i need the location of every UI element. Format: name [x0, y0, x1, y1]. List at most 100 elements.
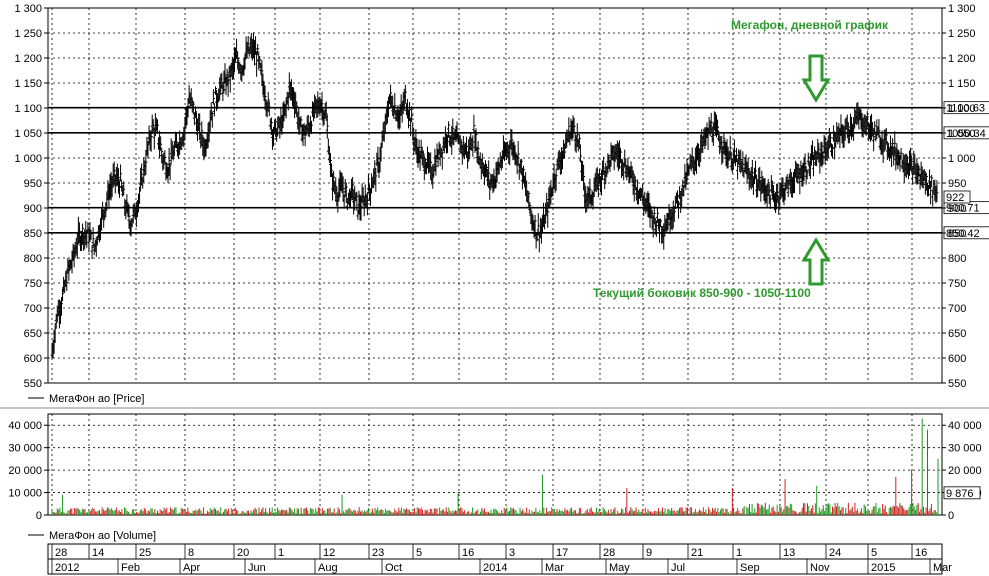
level-label: 850.42	[946, 228, 980, 240]
price-legend-label: МегаФон ао [Price]	[49, 393, 144, 405]
date-day-label: 8	[188, 547, 194, 559]
range-annotation: Текущий боковик 850-900 - 1050-1100	[593, 286, 811, 300]
price-tick-label-left: 900	[24, 203, 42, 215]
volume-tick-label-left: 30 000	[8, 443, 42, 455]
price-tick-label-right: 700	[948, 303, 966, 315]
date-day-label: 5	[416, 547, 422, 559]
price-tick-label-left: 1 100	[14, 103, 42, 115]
date-day-label: 17	[556, 547, 568, 559]
date-day-label: 21	[691, 547, 703, 559]
price-tick-label-right: 650	[948, 328, 966, 340]
price-tick-label-right: 1 050	[948, 128, 976, 140]
date-day-label: 28	[603, 547, 615, 559]
date-day-label: 1	[736, 547, 742, 559]
price-tick-label-right: 900	[948, 203, 966, 215]
price-tick-label-right: 1 250	[948, 28, 976, 40]
volume-tick-label-right: 20 000	[948, 465, 982, 477]
date-month-label: Nov	[810, 562, 830, 574]
volume-tick-label-left: 20 000	[8, 465, 42, 477]
volume-tick-label-left: 40 000	[8, 420, 42, 432]
last-price-box	[943, 190, 971, 204]
last-volume-box	[943, 486, 981, 500]
price-tick-label-left: 1 050	[14, 128, 42, 140]
date-day-label: 5	[871, 547, 877, 559]
volume-bars	[51, 418, 939, 515]
level-label: 1050.34	[946, 128, 986, 140]
price-tick-label-left: 550	[24, 378, 42, 390]
level-label: 900.71	[946, 203, 980, 215]
date-month-label: Jul	[671, 562, 685, 574]
down-arrow-icon	[801, 54, 831, 103]
date-day-label: 1	[278, 547, 284, 559]
price-tick-label-right: 550	[948, 378, 966, 390]
date-day-label: 13	[783, 547, 795, 559]
price-tick-label-right: 1 200	[948, 53, 976, 65]
date-day-label: 23	[372, 547, 384, 559]
up-arrow-icon	[801, 237, 831, 286]
date-month-label: 2015	[871, 562, 895, 574]
price-tick-label-right: 850	[948, 228, 966, 240]
date-day-label: 16	[915, 547, 927, 559]
date-day-label: 3	[509, 547, 515, 559]
date-day-label: 24	[829, 547, 841, 559]
price-tick-label-left: 600	[24, 353, 42, 365]
price-tick-label-right: 1 300	[948, 3, 976, 15]
date-month-label: 2012	[55, 562, 79, 574]
volume-tick-label-right: 30 000	[948, 443, 982, 455]
date-month-label: Sep	[740, 562, 760, 574]
price-series	[50, 32, 939, 359]
price-tick-label-left: 650	[24, 328, 42, 340]
date-month-label: Mar	[545, 562, 564, 574]
volume-grid	[48, 414, 942, 515]
price-tick-label-left: 750	[24, 278, 42, 290]
date-month-label: Jun	[248, 562, 266, 574]
price-tick-label-left: 1 200	[14, 53, 42, 65]
volume-tick-label-left: 0	[36, 510, 42, 522]
price-tick-label-right: 950	[948, 178, 966, 190]
date-month-label: Mar	[933, 562, 952, 574]
price-tick-label-left: 1 250	[14, 28, 42, 40]
last-volume-label: 9 876	[946, 488, 974, 500]
price-tick-label-right: 600	[948, 353, 966, 365]
date-month-label: Apr	[183, 562, 200, 574]
price-y-axis-right: 1 300 1 250 1 200 1 150 1 100 1 050 1 000 950 90…	[942, 3, 976, 390]
price-tick-label-left: 800	[24, 253, 42, 265]
volume-tick-label-right: 40 000	[948, 420, 982, 432]
level-label: 1100.63	[946, 103, 985, 115]
price-tick-label-right: 1 000	[948, 153, 976, 165]
date-month-label: Oct	[385, 562, 402, 574]
date-day-label: 14	[92, 547, 104, 559]
last-price-label: 922	[946, 192, 964, 204]
date-month-label: 2014	[483, 562, 507, 574]
volume-panel	[47, 413, 943, 516]
price-y-axis-left: 1 300 1 250 1 200 1 150 1 100 1 050 1 000 950 90…	[14, 3, 48, 390]
date-month-label: Aug	[318, 562, 338, 574]
date-axis-days: 28 14 25 8 20 1 12 23 5 16 3 17 28 9 21 1 13 24 5 16	[51, 544, 927, 559]
chart-title: Мегафон, дневной график	[731, 18, 889, 32]
date-axis-months: 2012 Feb Apr Jun Aug Oct 2014 Mar May Jul Sep Nov 20…	[51, 559, 952, 574]
price-tick-label-right: 1 150	[948, 78, 976, 90]
date-day-label: 25	[139, 547, 151, 559]
date-day-label: 20	[237, 547, 249, 559]
volume-legend-label: МегаФон ао [Volume]	[49, 530, 156, 542]
price-tick-label-left: 1 000	[14, 153, 42, 165]
price-tick-label-left: 1 300	[14, 3, 42, 15]
date-day-label: 16	[462, 547, 474, 559]
volume-tick-label-right: 0	[948, 510, 954, 522]
date-day-label: 28	[55, 547, 67, 559]
volume-tick-label-left: 10 000	[8, 488, 42, 500]
price-tick-label-right: 800	[948, 253, 966, 265]
price-tick-label-right: 1 100	[948, 103, 976, 115]
date-day-label: 12	[323, 547, 335, 559]
price-panel	[47, 7, 943, 384]
date-month-label: Feb	[121, 562, 140, 574]
price-tick-label-left: 950	[24, 178, 42, 190]
date-day-label: 9	[646, 547, 652, 559]
date-month-label: May	[609, 562, 630, 574]
volume-y-axis-left: 40 000 30 000 20 000 10 000 0	[8, 420, 48, 522]
price-tick-label-right: 750	[948, 278, 966, 290]
price-tick-label-left: 700	[24, 303, 42, 315]
price-tick-label-left: 850	[24, 228, 42, 240]
